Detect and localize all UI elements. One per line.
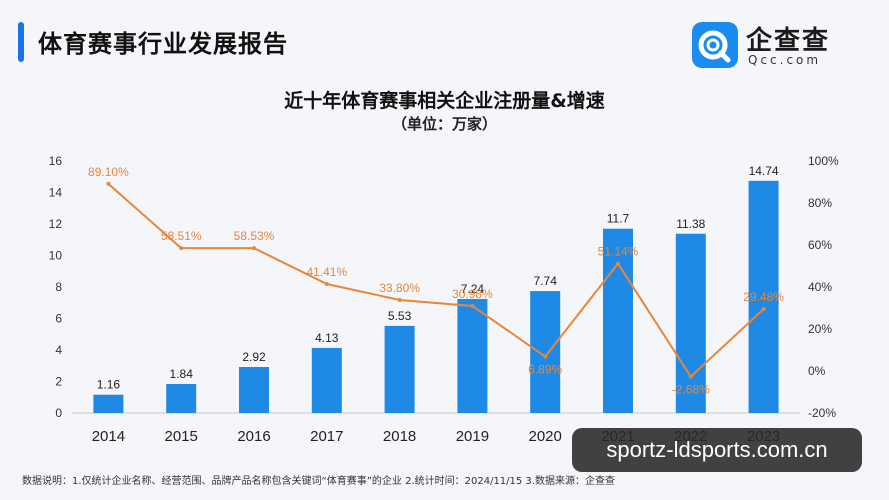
bar [530, 291, 561, 413]
y-right-tick-label: 60% [808, 238, 832, 252]
growth-rate-line [107, 183, 765, 379]
y-right-tick-label: 0% [808, 364, 826, 378]
bar-value-label: 14.74 [749, 164, 779, 178]
bar-value-label: 11.38 [676, 217, 705, 231]
bar-value-label: 4.13 [315, 331, 339, 345]
x-tick-label: 2014 [92, 428, 125, 445]
growth-rate-label: 33.80% [379, 281, 420, 295]
chart-subtitle: （单位：万家） [391, 115, 497, 133]
x-tick-label: 2015 [165, 428, 198, 445]
x-tick-label: 2020 [529, 428, 562, 445]
brand-logo: 企查查 Qcc.com [692, 20, 872, 70]
y-left-tick-label: 0 [55, 406, 62, 420]
bar [748, 180, 779, 413]
y-left-tick-label: 2 [55, 375, 62, 389]
growth-rate-label: 89.10% [88, 165, 129, 179]
bar-value-label: 1.84 [170, 367, 194, 381]
growth-rate-label: 58.51% [161, 229, 202, 243]
y-left-tick-label: 10 [49, 249, 63, 263]
y-left-tick-label: 16 [49, 154, 63, 168]
growth-rate-label: 6.89% [528, 363, 562, 377]
bar-value-label: 1.16 [97, 378, 121, 392]
y-right-tick-label: 40% [808, 280, 832, 294]
chart-title: 近十年体育赛事相关企业注册量&增速 [284, 90, 605, 112]
growth-rate-point [688, 374, 693, 379]
x-tick-label: 2017 [310, 428, 343, 445]
bar-value-label: 7.24 [461, 282, 485, 296]
watermark-banner: sportz-ldsports.com.cn [572, 428, 862, 472]
bar [311, 347, 342, 413]
y-left-tick-label: 12 [49, 217, 63, 231]
x-tick-label: 2016 [237, 428, 270, 445]
bar [384, 325, 415, 413]
growth-rate-point [179, 246, 184, 251]
y-right-tick-label: 100% [808, 154, 839, 168]
y-left-tick-label: 6 [55, 312, 62, 326]
growth-rate-label: 51.14% [598, 245, 639, 259]
growth-rate-label: 58.53% [234, 229, 275, 243]
growth-rate-label: 41.41% [306, 265, 347, 279]
y-right-tick-label: 20% [808, 322, 832, 336]
growth-rate-point [543, 354, 548, 359]
bar-value-label: 2.92 [242, 350, 266, 364]
growth-rate-label: -2.68% [672, 383, 710, 397]
brand-domain: Qcc.com [748, 53, 822, 67]
data-footnote: 数据说明：1.仅统计企业名称、经营范围、品牌产品名称包含关键词“体育赛事”的企业… [22, 476, 615, 487]
y-left-tick-label: 14 [49, 186, 63, 200]
growth-rate-point [106, 181, 111, 186]
x-tick-label: 2019 [456, 428, 489, 445]
growth-rate-point [470, 303, 475, 308]
qcc-logo-icon [692, 22, 738, 68]
bar-value-label: 5.53 [388, 309, 412, 323]
bar [675, 233, 706, 413]
growth-rate-point [252, 246, 256, 251]
bar [603, 228, 633, 413]
growth-rate-label: 30.98% [452, 287, 493, 301]
y-left-tick-label: 8 [55, 280, 62, 294]
y-left-tick-label: 4 [55, 343, 62, 357]
bar [93, 394, 124, 413]
brand-name: 企查查 [746, 26, 831, 56]
bar-value-label: 11.7 [607, 212, 630, 226]
growth-rate-point [324, 282, 329, 287]
growth-rate-label: 29.48% [743, 290, 784, 304]
growth-rate-point [397, 298, 402, 303]
y-right-tick-label: -20% [808, 406, 836, 420]
y-right-tick-label: 80% [808, 196, 832, 210]
header-accent-bar [18, 22, 24, 62]
report-title: 体育赛事行业发展报告 [38, 30, 288, 58]
bar [239, 367, 269, 413]
growth-rate-point [616, 261, 620, 266]
bar [166, 384, 197, 413]
bar-value-label: 7.74 [534, 274, 558, 288]
growth-rate-point [761, 307, 766, 312]
x-tick-label: 2018 [383, 428, 416, 445]
bar [457, 298, 488, 413]
